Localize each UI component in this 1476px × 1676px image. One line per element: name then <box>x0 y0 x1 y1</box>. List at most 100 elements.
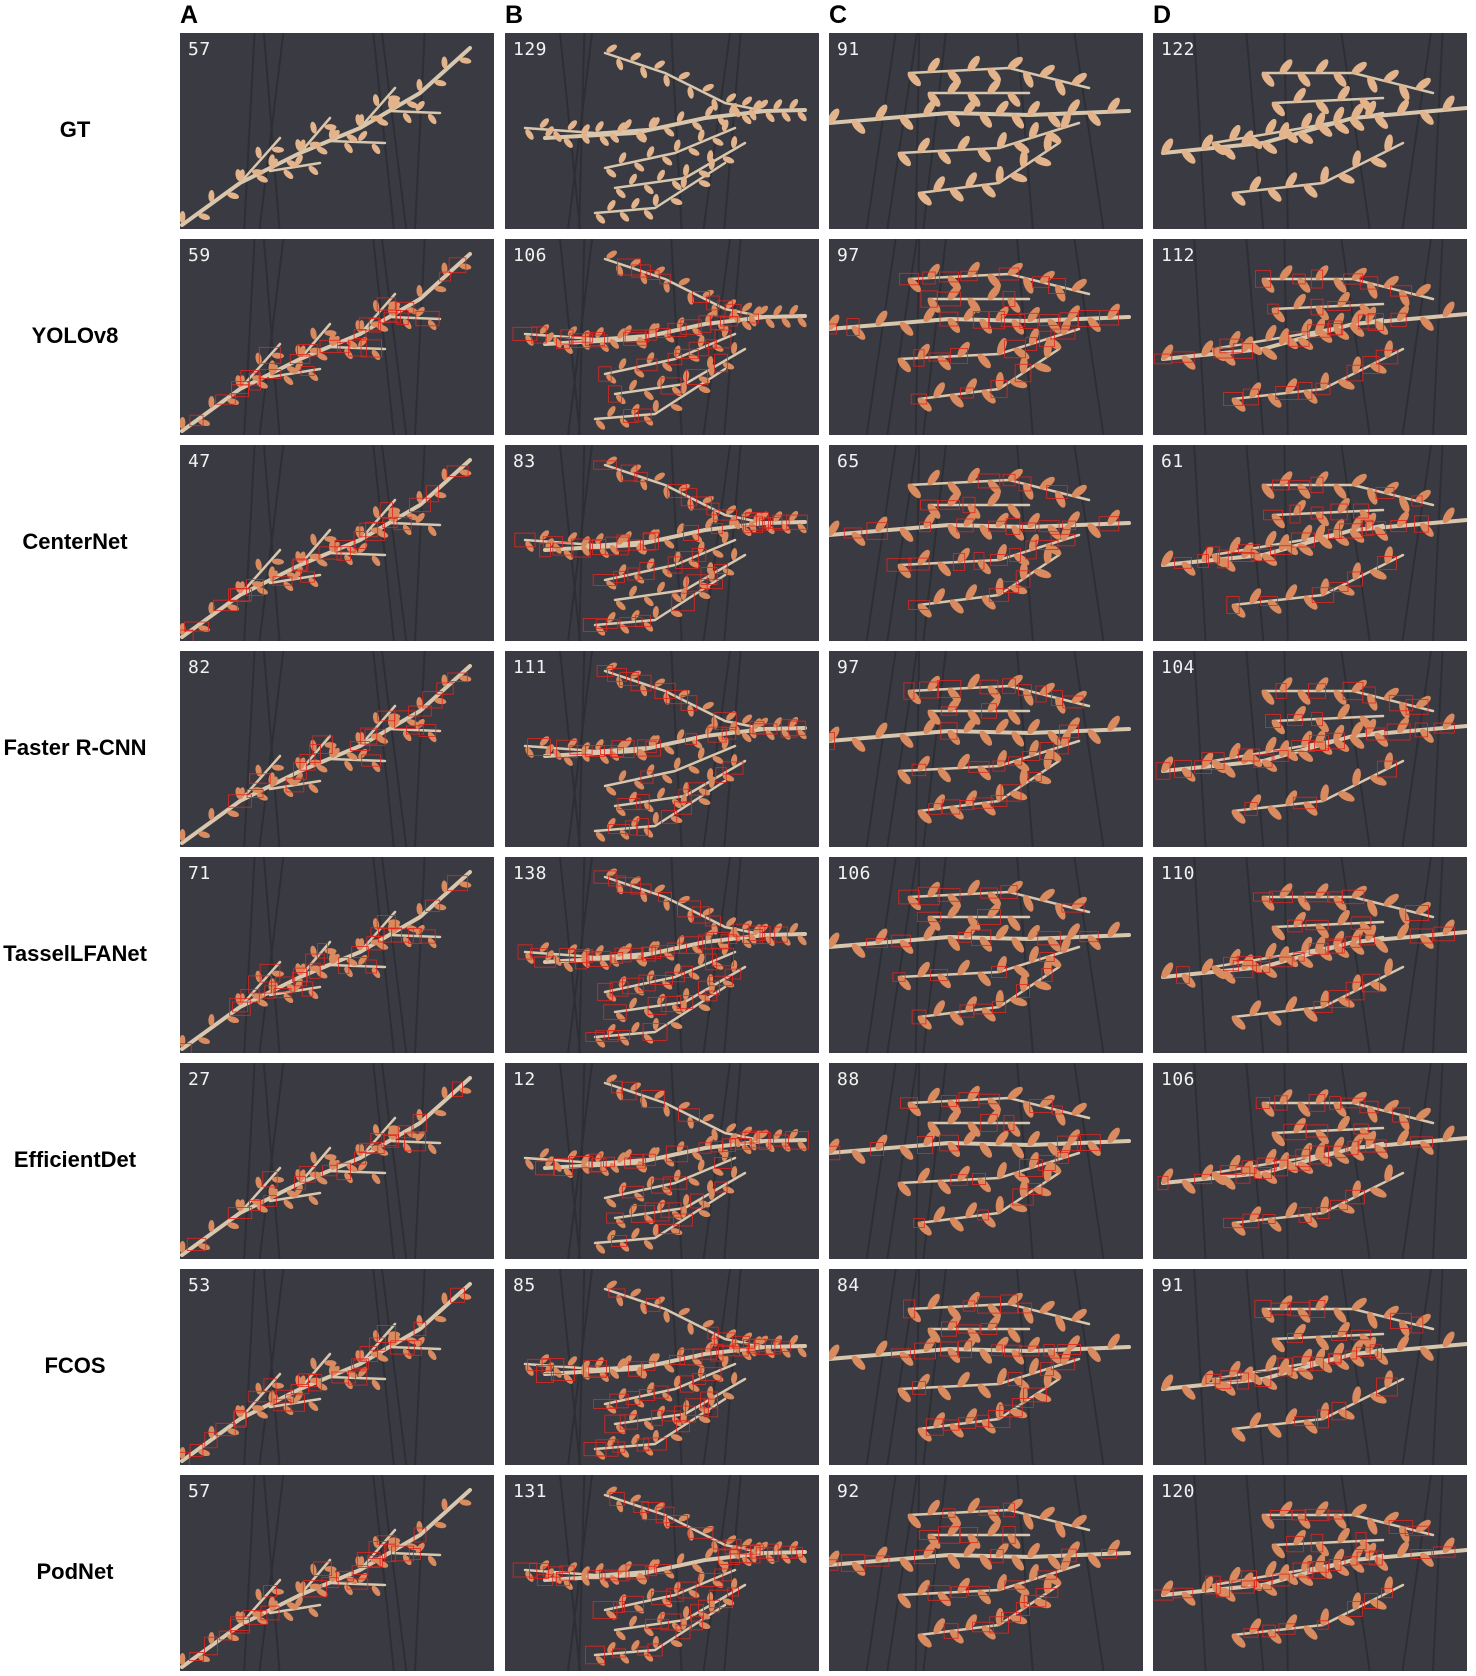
pod <box>662 1392 673 1402</box>
detection-boxes <box>891 1294 1081 1436</box>
detection-box <box>988 520 1006 532</box>
pod <box>1027 1542 1040 1559</box>
pod <box>1352 1180 1361 1199</box>
pod <box>344 966 353 978</box>
pod <box>272 146 284 153</box>
detection-box <box>980 1114 998 1133</box>
pod <box>987 1109 1001 1125</box>
pod <box>662 1598 673 1608</box>
plant-image <box>1153 1475 1467 1671</box>
pod <box>1315 59 1329 75</box>
pod <box>1267 393 1282 408</box>
pod <box>697 129 705 142</box>
pod <box>619 1653 630 1664</box>
detection-box <box>299 1166 316 1183</box>
detection-box <box>1028 772 1042 782</box>
pod <box>1333 106 1345 124</box>
pod <box>1055 1108 1066 1126</box>
side-branch <box>388 1345 442 1351</box>
pod <box>676 1553 685 1565</box>
pod-count: 27 <box>188 1069 211 1090</box>
detection-box <box>712 509 737 521</box>
pod <box>1033 156 1052 167</box>
detection-box <box>939 311 959 327</box>
pod <box>406 307 419 315</box>
detection-box <box>692 1348 718 1360</box>
pod <box>388 1125 401 1132</box>
detection-box <box>370 1133 385 1144</box>
pod <box>664 1569 675 1579</box>
pod <box>875 516 888 533</box>
pod <box>372 506 380 519</box>
detection-box <box>978 1506 1000 1516</box>
detection-box <box>903 682 915 700</box>
pod <box>726 1329 737 1339</box>
pod <box>981 183 996 198</box>
detection-box <box>950 1174 968 1186</box>
pod <box>673 1581 681 1594</box>
pod <box>416 1521 423 1533</box>
detection-panel: 61 <box>1153 445 1467 641</box>
pod <box>773 1129 783 1140</box>
detection-box <box>1079 931 1099 943</box>
pod <box>629 173 637 185</box>
detection-box <box>1304 891 1330 903</box>
detection-box <box>998 267 1020 281</box>
detection-box <box>746 313 759 324</box>
detection-box <box>630 1205 656 1223</box>
pod <box>1383 687 1399 701</box>
pod <box>1265 942 1277 960</box>
row-label-tassellfanet: TasselLFANet <box>3 941 147 966</box>
pod <box>773 511 783 522</box>
pod <box>1267 187 1282 202</box>
pod <box>434 491 447 499</box>
pod <box>1201 958 1214 975</box>
detection-box <box>791 1547 803 1558</box>
detection-boxes <box>189 1527 427 1661</box>
detection-box <box>1077 1134 1101 1151</box>
pod <box>1043 1164 1052 1182</box>
pod <box>1442 713 1455 730</box>
pod <box>269 364 278 376</box>
pod <box>1333 1513 1347 1529</box>
plant-image <box>180 239 494 435</box>
detection-box <box>1308 683 1326 699</box>
detection-box <box>685 733 698 745</box>
detection-box <box>940 722 958 740</box>
pod <box>618 358 627 370</box>
pod <box>741 526 752 537</box>
detection-box <box>249 372 261 391</box>
pod <box>967 1121 981 1137</box>
detection-boxes <box>1153 1508 1456 1638</box>
detection-box <box>228 588 253 602</box>
detection-box <box>1024 337 1038 351</box>
detection-box <box>1340 1097 1366 1109</box>
detection-box <box>991 1344 1003 1356</box>
detection-box <box>247 1390 273 1403</box>
pod <box>748 109 757 121</box>
pod <box>1161 344 1174 361</box>
pod <box>851 531 866 546</box>
pod <box>1161 756 1174 773</box>
detection-box <box>1386 723 1411 741</box>
detection-box <box>307 1374 322 1392</box>
pod <box>1279 1295 1293 1311</box>
main-stem <box>543 1344 807 1376</box>
pod <box>899 1557 914 1572</box>
pod <box>1265 1148 1277 1166</box>
pod <box>1181 1179 1196 1194</box>
pod <box>753 512 762 523</box>
side-branch <box>298 322 332 361</box>
detection-box <box>691 291 710 304</box>
detection-box <box>291 559 309 571</box>
detection-box <box>272 576 293 586</box>
pod <box>671 1210 682 1221</box>
detection-box <box>1410 1316 1424 1334</box>
pod <box>947 1141 961 1157</box>
pod <box>371 1379 381 1391</box>
pod <box>208 808 215 820</box>
pod <box>657 169 665 181</box>
detection-box <box>1366 727 1386 741</box>
pod <box>897 1387 911 1403</box>
pod <box>907 1513 921 1529</box>
